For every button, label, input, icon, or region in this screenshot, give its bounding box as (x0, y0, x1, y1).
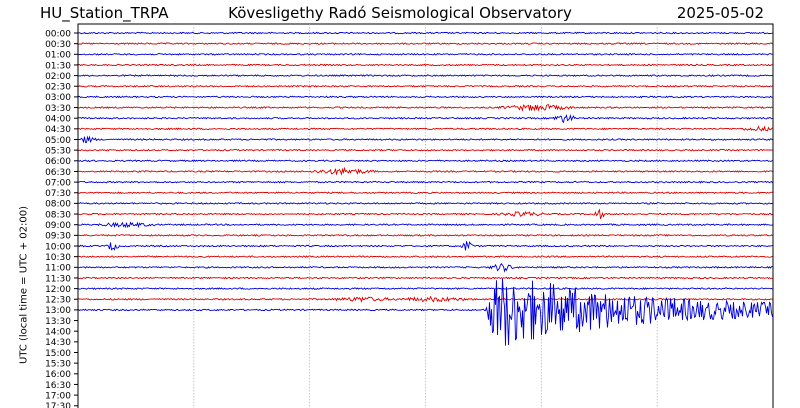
trace-0930 (78, 233, 773, 237)
trace-0130 (78, 63, 773, 67)
y-tick-label: 14:00 (45, 328, 71, 338)
trace-1200 (78, 287, 773, 291)
y-tick-label: 16:30 (45, 381, 71, 391)
y-tick-label: 09:00 (45, 221, 71, 231)
y-tick-label: 06:30 (45, 168, 71, 178)
y-tick-label: 17:30 (45, 402, 71, 408)
trace-0230 (78, 84, 773, 88)
trace-0830 (78, 208, 773, 219)
station-label: HU_Station_TRPA (40, 4, 169, 22)
y-tick-label: 10:00 (45, 242, 71, 252)
trace-1030 (78, 255, 773, 258)
trace-1000 (78, 241, 773, 251)
y-tick-label: 16:00 (45, 370, 71, 380)
trace-0630 (78, 166, 773, 176)
y-tick-label: 03:00 (45, 93, 71, 103)
y-tick-label: 13:00 (45, 306, 71, 316)
trace-0500 (78, 135, 773, 144)
y-tick-label: 15:00 (45, 349, 71, 359)
y-tick-label: 08:30 (45, 210, 71, 220)
y-tick-label: 13:30 (45, 317, 71, 327)
observatory-title: Kövesligethy Radó Seismological Observat… (228, 4, 572, 22)
y-tick-label: 12:00 (45, 285, 71, 295)
y-tick-label: 04:00 (45, 115, 71, 125)
y-tick-label: 06:00 (45, 157, 71, 167)
trace-0430 (78, 125, 773, 132)
trace-0000 (78, 31, 773, 35)
y-tick-label: 05:30 (45, 146, 71, 156)
y-tick-label: 03:30 (45, 104, 71, 114)
y-tick-label: 12:30 (45, 296, 71, 306)
y-tick-label: 02:00 (45, 72, 71, 82)
trace-0900 (78, 221, 773, 229)
trace-0400 (78, 114, 773, 124)
y-axis-label: UTC (local time = UTC + 02:00) (18, 206, 30, 364)
y-tick-label: 00:00 (45, 29, 71, 39)
y-tick-label: 01:00 (45, 51, 71, 61)
trace-0730 (78, 191, 773, 195)
y-tick-label: 10:30 (45, 253, 71, 263)
y-tick-label: 17:00 (45, 391, 71, 401)
date-label: 2025-05-02 (676, 4, 764, 22)
trace-1230 (78, 295, 773, 303)
trace-1300 (78, 278, 773, 346)
trace-1130 (78, 276, 773, 280)
trace-0200 (78, 74, 773, 78)
y-tick-label: 00:30 (45, 40, 71, 50)
y-tick-label: 05:00 (45, 136, 71, 146)
trace-0600 (78, 159, 773, 163)
y-tick-label: 11:00 (45, 264, 71, 274)
y-tick-label: 11:30 (45, 274, 71, 284)
y-tick-label: 01:30 (45, 61, 71, 71)
y-tick-label: 09:30 (45, 232, 71, 242)
y-tick-label: 02:30 (45, 83, 71, 93)
trace-0030 (78, 42, 773, 46)
y-tick-label: 07:30 (45, 189, 71, 199)
y-tick-label: 14:30 (45, 338, 71, 348)
y-tick-label: 08:00 (45, 200, 71, 210)
trace-0330 (78, 104, 773, 112)
y-tick-label: 07:00 (45, 178, 71, 188)
trace-1100 (78, 263, 773, 273)
trace-0300 (78, 95, 773, 99)
trace-0800 (78, 202, 773, 205)
y-tick-label: 04:30 (45, 125, 71, 135)
trace-0700 (78, 180, 773, 184)
y-tick-label: 15:30 (45, 359, 71, 369)
trace-0100 (78, 52, 773, 56)
trace-0530 (78, 148, 773, 152)
